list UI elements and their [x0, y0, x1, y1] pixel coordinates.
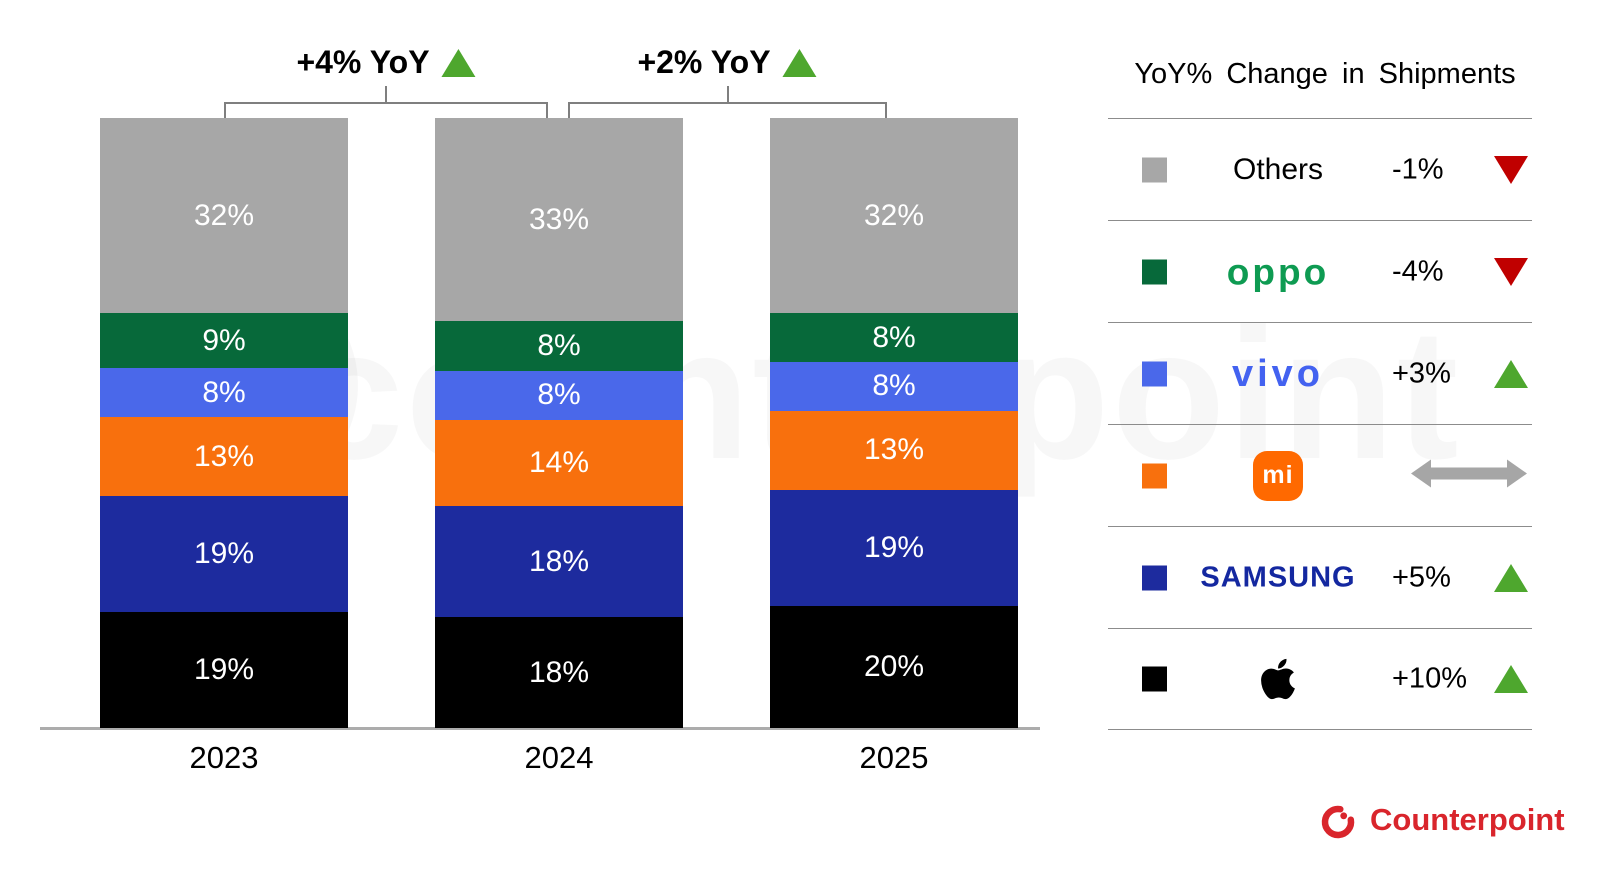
oppo-brand: oppo	[1227, 253, 1329, 290]
yoy-annotation-label: +2% YoY	[637, 44, 771, 80]
yoy-legend-panel: YoY% Change in Shipments Others -1% oppo -4…	[1108, 0, 1532, 734]
segment-apple-2025: 20%	[770, 606, 1018, 728]
segment-value-label: 9%	[202, 323, 246, 357]
segment-samsung-2024: 18%	[435, 506, 683, 618]
segment-value-label: 8%	[872, 369, 916, 403]
yoy-annotation-2023-2024: +4% YoY	[296, 44, 476, 81]
yoy-annotation-2024-2025: +2% YoY	[637, 44, 817, 81]
yoy-change-value-apple: +10%	[1392, 662, 1467, 695]
bracket-stem	[385, 86, 387, 103]
xiaomi-brand: mi	[1253, 450, 1303, 501]
x-axis-label-2025: 2025	[859, 740, 929, 775]
legend-swatch-oppo	[1142, 259, 1167, 284]
mi-logo-text: mi	[1262, 461, 1294, 489]
legend-row-others: Others -1%	[1108, 118, 1532, 220]
yoy-change-value-samsung: +5%	[1392, 561, 1451, 593]
samsung-brand: SAMSUNG	[1200, 563, 1355, 592]
stacked-bar-2024: 33% 8% 8% 14% 18% 18%	[435, 118, 683, 728]
vivo-brand: vivo	[1232, 355, 1324, 393]
up-triangle-icon	[1494, 563, 1528, 592]
legend-row-vivo: vivo +3%	[1108, 322, 1532, 424]
stacked-bar-2023: 32% 9% 8% 13% 19% 19%	[100, 118, 348, 729]
segment-value-label: 32%	[193, 198, 255, 232]
apple-logo-icon	[1261, 658, 1295, 700]
xiaomi-mi-logo: mi	[1253, 450, 1303, 501]
yoy-annotation-label: +4% YoY	[296, 44, 430, 80]
segment-vivo-2023: 8%	[100, 368, 348, 417]
segment-value-label: 19%	[193, 653, 255, 687]
segment-value-label: 18%	[528, 655, 590, 689]
segment-apple-2023: 19%	[100, 612, 348, 729]
flat-double-arrow-icon	[1411, 459, 1527, 487]
segment-value-label: 8%	[537, 378, 581, 412]
segment-value-label: 8%	[537, 328, 581, 362]
legend-row-xiaomi: mi	[1108, 424, 1532, 526]
legend-row-apple: +10%	[1108, 628, 1532, 730]
bracket-stem	[726, 86, 729, 103]
yoy-change-value-oppo: -4%	[1392, 255, 1444, 287]
legend-swatch-vivo	[1142, 361, 1167, 386]
stacked-bars-group: 32% 9% 8% 13% 19% 19% 33% 8% 8% 14% 18% 18% 32% 8% 8% 1…	[100, 118, 1018, 729]
up-triangle-icon	[782, 48, 817, 77]
segment-samsung-2023: 19%	[100, 496, 348, 613]
legend-row-oppo: oppo -4%	[1108, 220, 1532, 322]
down-triangle-icon	[1494, 155, 1528, 184]
segment-oppo-2023: 9%	[100, 313, 348, 369]
legend-title: YoY% Change in Shipments	[1134, 58, 1516, 90]
apple-brand	[1261, 656, 1296, 702]
legend-swatch-apple	[1142, 666, 1167, 692]
vivo-wordmark: vivo	[1231, 352, 1325, 395]
segment-oppo-2025: 8%	[770, 313, 1018, 362]
yoy-change-value-others: -1%	[1392, 153, 1444, 185]
yoy-change-value-vivo: +3%	[1392, 357, 1451, 389]
flat-arrow-icon	[1409, 456, 1529, 495]
bracket-2024-2025	[568, 86, 887, 118]
segment-value-label: 8%	[872, 320, 916, 354]
x-axis-label-2023: 2023	[189, 740, 259, 775]
legend-swatch-xiaomi	[1142, 463, 1167, 488]
x-axis-labels: 2023 2024 2025	[100, 740, 1018, 776]
x-axis-label-2024: 2024	[524, 740, 594, 775]
up-triangle-icon	[1494, 359, 1528, 388]
segment-value-label: 19%	[863, 531, 925, 565]
samsung-wordmark: SAMSUNG	[1200, 561, 1356, 593]
segment-value-label: 19%	[193, 537, 255, 571]
oppo-wordmark: oppo	[1226, 251, 1330, 292]
up-triangle-icon	[1494, 665, 1528, 693]
segment-value-label: 8%	[202, 375, 246, 409]
segment-xiaomi-2024: 14%	[435, 419, 683, 507]
segment-value-label: 14%	[528, 446, 590, 480]
segment-value-label: 13%	[193, 439, 255, 473]
segment-samsung-2025: 19%	[770, 490, 1018, 606]
segment-others-2025: 32%	[770, 118, 1018, 314]
legend-row-samsung: SAMSUNG +5%	[1108, 526, 1532, 628]
segment-oppo-2024: 8%	[435, 321, 683, 371]
down-triangle-icon	[1494, 257, 1528, 286]
counterpoint-logo-text: Counterpoint	[1370, 802, 1565, 837]
segment-value-label: 20%	[863, 650, 925, 683]
brand-label-others: Others	[1232, 152, 1324, 186]
x-axis-line	[40, 727, 1040, 730]
segment-vivo-2024: 8%	[435, 370, 683, 420]
segment-value-label: 32%	[863, 198, 925, 232]
segment-others-2024: 33%	[435, 118, 683, 322]
segment-value-label: 13%	[863, 433, 925, 467]
segment-xiaomi-2025: 13%	[770, 410, 1018, 491]
counterpoint-logo: Counterpoint	[1318, 800, 1565, 840]
segment-apple-2024: 18%	[435, 617, 683, 728]
segment-vivo-2025: 8%	[770, 362, 1018, 411]
segment-value-label: 33%	[528, 202, 590, 236]
up-triangle-icon	[441, 48, 476, 77]
stacked-bar-2025: 32% 8% 8% 13% 19% 20%	[770, 118, 1018, 728]
bracket-2023-2024	[224, 86, 548, 118]
segment-value-label: 18%	[528, 544, 590, 578]
segment-xiaomi-2023: 13%	[100, 416, 348, 497]
legend-swatch-samsung	[1142, 565, 1167, 590]
legend-swatch-others	[1142, 157, 1167, 182]
segment-others-2023: 32%	[100, 118, 348, 314]
counterpoint-logo-icon	[1321, 805, 1355, 839]
others-brand: Others	[1233, 153, 1323, 187]
legend-rows: Others -1% oppo -4% vivo +3% mi SAMSUNG +5% +10…	[1108, 118, 1532, 730]
